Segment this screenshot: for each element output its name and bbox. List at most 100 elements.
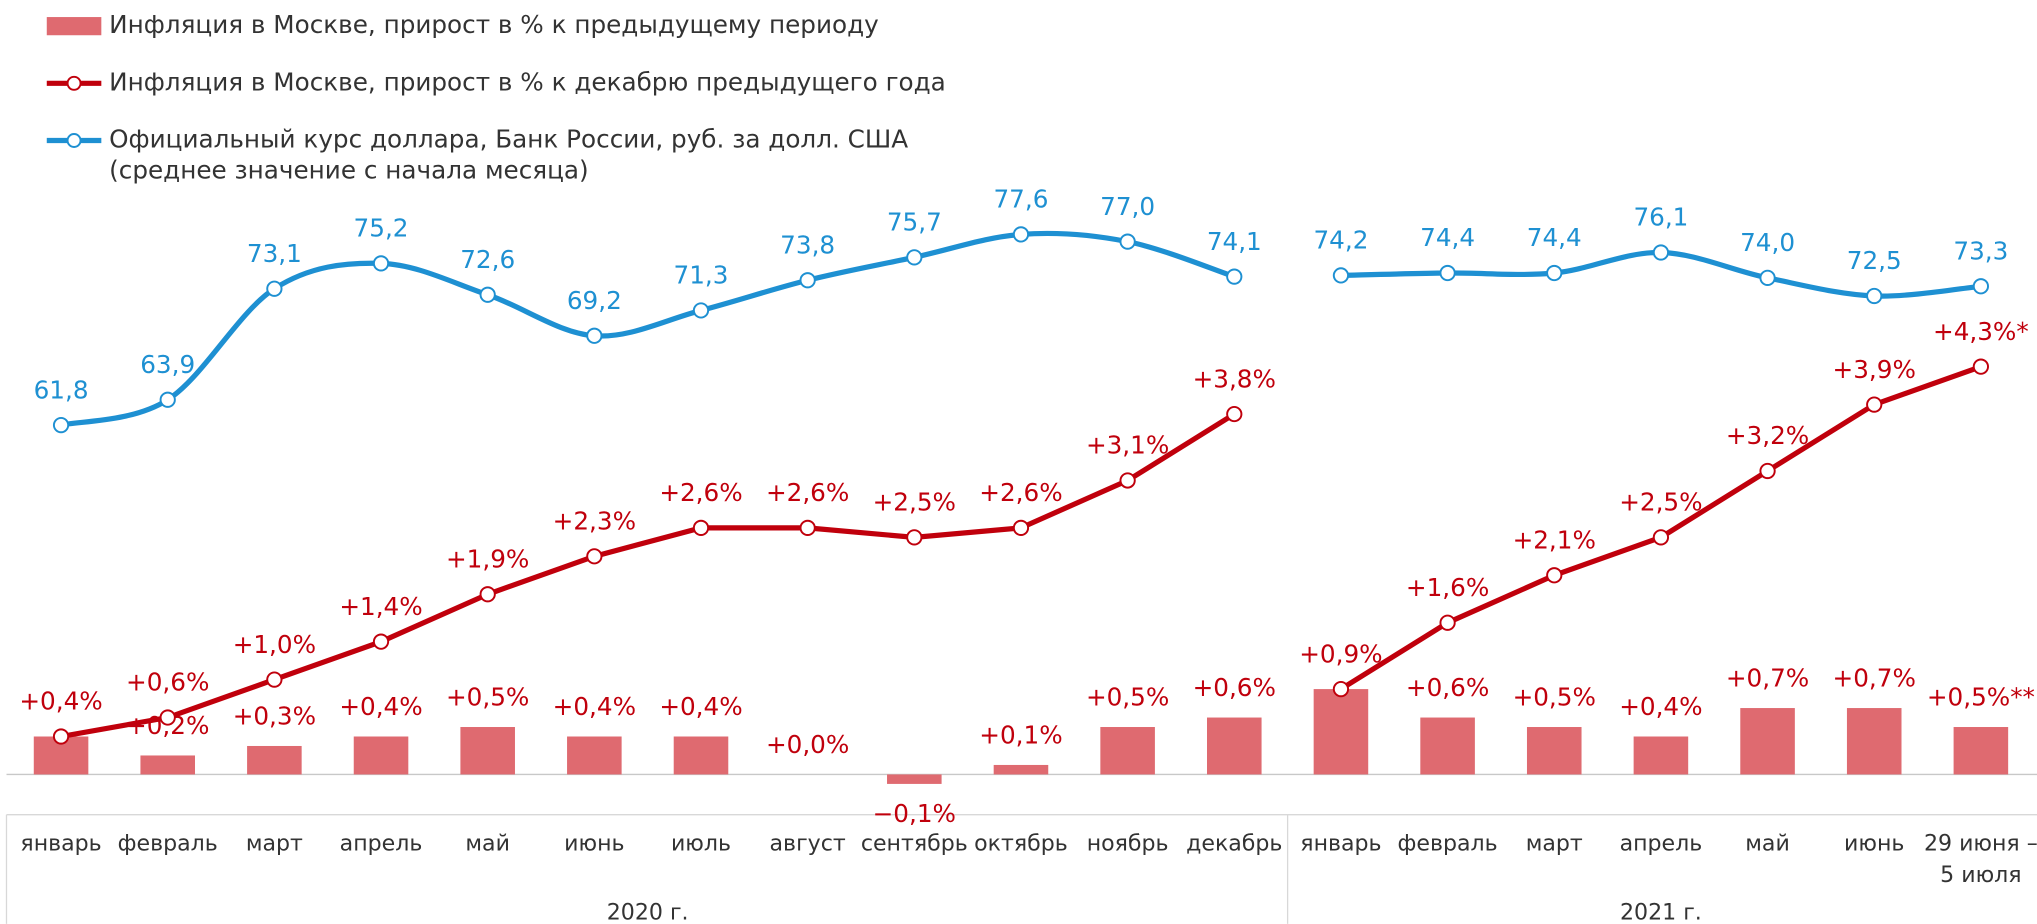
x-tick-label: январь [1300, 832, 1381, 857]
bar-value-label: +0,5% [1513, 682, 1596, 711]
point [372, 255, 390, 272]
point-value-label: +1,9% [446, 544, 529, 573]
point [372, 633, 390, 650]
bar [1953, 727, 2009, 775]
point [1226, 268, 1243, 285]
point-value-label: 75,2 [354, 214, 409, 243]
point-value-label: 72,5 [1847, 246, 1902, 275]
bar [1420, 717, 1475, 775]
bar-value-label: +0,6% [1193, 673, 1276, 702]
point [1546, 567, 1563, 584]
point-value-label: 72,6 [460, 245, 515, 274]
point-value-label: 73,8 [780, 230, 835, 259]
point-value-label: +3,1% [1086, 431, 1169, 460]
point [1759, 269, 1776, 286]
point-value-label: +2,6% [659, 478, 742, 507]
bar [460, 727, 515, 775]
point [52, 728, 70, 745]
point-value-label: +3,8% [1193, 364, 1276, 393]
point-value-label: 74,1 [1207, 227, 1262, 256]
point [1439, 614, 1456, 631]
bar-value-label: +0,6% [1406, 673, 1489, 702]
bar [1526, 727, 1582, 775]
point-value-label: +0,4% [19, 687, 102, 716]
point-value-label: +4,3%* [1933, 317, 2029, 346]
bar [247, 745, 302, 775]
point-value-label: +3,2% [1726, 421, 1809, 450]
bar-value-label: +0,5% [1086, 682, 1169, 711]
bar [1207, 717, 1262, 775]
point-value-label: +1,4% [339, 592, 422, 621]
point [1119, 233, 1136, 250]
bar [1313, 689, 1369, 775]
point-value-label: +2,6% [766, 478, 849, 507]
bar [673, 736, 729, 775]
group-label: 2020 г. [607, 900, 689, 924]
point [159, 709, 176, 726]
x-tick-label: октябрь [974, 832, 1068, 857]
point [1972, 358, 1989, 375]
point-value-label: 74,4 [1420, 223, 1475, 252]
point [1972, 278, 1989, 295]
point-value-label: +2,1% [1513, 526, 1596, 555]
point [1652, 529, 1670, 546]
x-tick-label: май [1745, 832, 1790, 857]
point [799, 519, 816, 536]
bar-value-label: +0,7% [1726, 663, 1809, 692]
bar [1846, 708, 1902, 775]
x-tick-label: сентябрь [861, 832, 968, 857]
point-value-label: 73,1 [247, 239, 302, 268]
x-tick-label: июнь [1844, 832, 1904, 857]
point [159, 391, 176, 408]
x-tick-label: август [770, 832, 846, 857]
point-value-label: 75,7 [887, 208, 942, 237]
x-tick-label: февраль [1398, 832, 1498, 857]
group-label: 2021 г. [1620, 900, 1702, 924]
legend-label: Инфляция в Москве, прирост в % к декабрю… [109, 67, 946, 96]
point [1652, 244, 1670, 261]
point [906, 249, 923, 266]
bar-value-label: +0,7% [1833, 663, 1916, 692]
point [1332, 680, 1350, 698]
bar [140, 755, 195, 775]
point [1759, 462, 1776, 480]
point [692, 519, 710, 536]
point [52, 416, 70, 434]
bar [567, 736, 622, 775]
point [1546, 264, 1563, 282]
legend-marker [66, 133, 82, 148]
x-tick-label: март [246, 832, 303, 857]
bar [1100, 727, 1155, 775]
point [586, 548, 603, 565]
point [479, 586, 496, 603]
x-tick-label: февраль [118, 832, 218, 857]
x-tick-label: декабрь [1186, 832, 1282, 857]
bar [887, 774, 942, 784]
bar-value-label: +0,4% [659, 692, 742, 721]
bar-value-label: +0,5%** [1927, 682, 2035, 711]
point-value-label: +3,9% [1833, 355, 1916, 384]
point-value-label: +2,5% [873, 488, 956, 517]
point-value-label: 77,6 [993, 185, 1048, 214]
bar-value-label: +0,1% [979, 720, 1062, 749]
point [266, 671, 283, 688]
point [586, 327, 603, 344]
x-tick-label: апрель [340, 832, 423, 857]
point-value-label: 63,9 [140, 350, 195, 379]
point-value-label: 77,0 [1100, 192, 1155, 221]
point-value-label: +1,0% [233, 630, 316, 659]
point-value-label: +0,6% [126, 668, 209, 697]
x-tick-label: май [465, 832, 510, 857]
point [479, 286, 496, 303]
x-tick-label: январь [20, 832, 101, 857]
bar-value-label: +0,3% [233, 701, 316, 730]
point-value-label: +2,5% [1619, 488, 1702, 517]
legend-label: Инфляция в Москве, прирост в % к предыду… [109, 10, 879, 39]
bar-value-label: +0,4% [339, 692, 422, 721]
point-value-label: 76,1 [1633, 203, 1688, 232]
x-tick-label: июль [671, 832, 731, 857]
bar [993, 764, 1049, 775]
point-value-label: 74,4 [1527, 223, 1582, 252]
point [1332, 267, 1350, 284]
